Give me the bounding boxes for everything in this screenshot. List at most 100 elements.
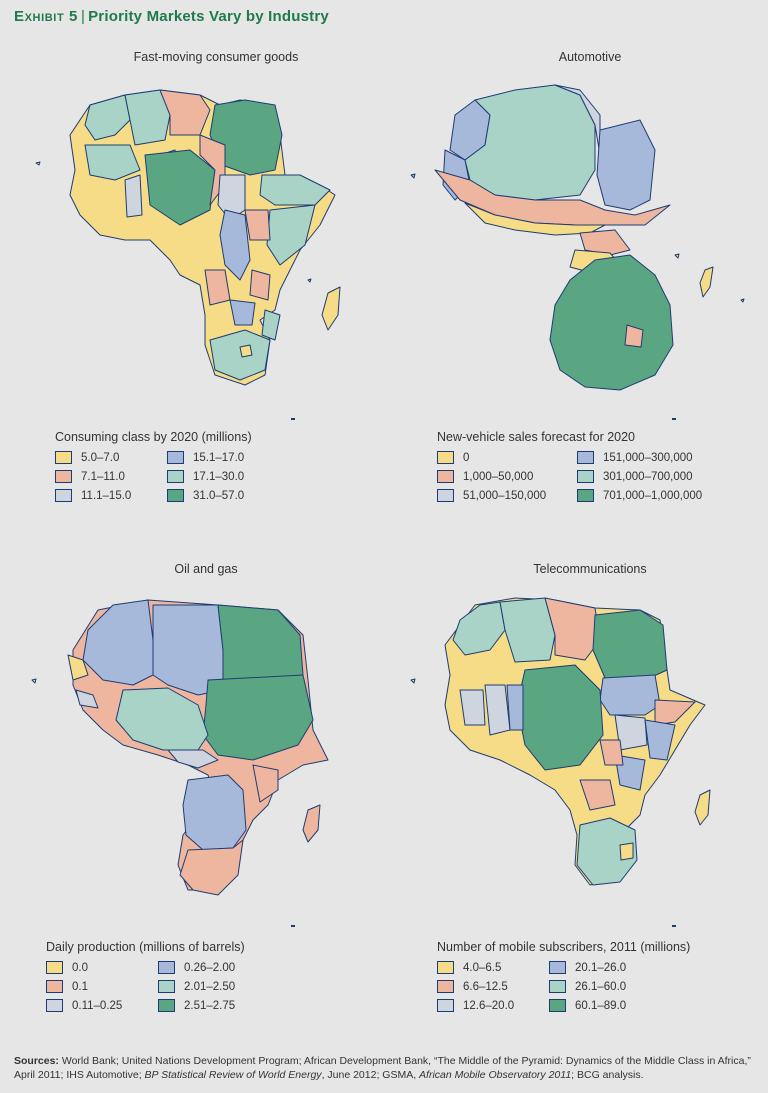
legend-item: 2.51–2.75	[158, 996, 298, 1015]
legend-fmcg: Consuming class by 2020 (millions) 5.0–7…	[55, 430, 307, 505]
legend-swatch	[549, 980, 566, 993]
legend-item: 1,000–50,000	[437, 467, 577, 486]
region-kenya	[266, 204, 316, 266]
region-uganda	[599, 739, 624, 766]
sources-label: Sources:	[14, 1055, 59, 1067]
region-east-small	[244, 209, 271, 241]
legend-label: 26.1–60.0	[575, 980, 627, 993]
region-west-1	[67, 654, 89, 681]
region-cape-verde	[410, 678, 416, 684]
legend-label: 701,000–1,000,000	[603, 489, 703, 502]
region-libya	[544, 597, 601, 661]
legend-swatch	[46, 961, 63, 974]
title-separator: |	[80, 8, 86, 25]
region-south-africa	[209, 329, 271, 381]
region-drc	[219, 209, 251, 281]
region-egypt	[592, 609, 668, 681]
region-central-gray	[167, 749, 219, 769]
region-morocco	[452, 601, 506, 656]
region-ethiopia	[654, 699, 696, 726]
region-west-2	[75, 689, 99, 709]
tick-mark	[291, 925, 295, 927]
legend-label: 2.01–2.50	[184, 980, 236, 993]
legend-label: 2.51–2.75	[184, 999, 236, 1012]
map-oil-gas	[28, 590, 358, 930]
region-wa-1	[124, 174, 143, 218]
legend-swatch	[158, 961, 175, 974]
legend-automotive: New-vehicle sales forecast for 2020 0 1,…	[437, 430, 717, 505]
legend-label: 4.0–6.5	[463, 961, 502, 974]
exhibit-title: Exhibit 5 | Priority Markets Vary by Indus…	[14, 8, 329, 25]
legend-item: 31.0–57.0	[167, 486, 307, 505]
legend-title-fmcg: Consuming class by 2020 (millions)	[55, 430, 252, 444]
legend-swatch	[55, 451, 72, 464]
map-fmcg-svg	[35, 89, 341, 386]
region-madagascar	[302, 804, 321, 843]
region-angola	[579, 779, 616, 811]
sources-text-2: , June 2012; GSMA,	[321, 1069, 420, 1081]
legend-swatch	[437, 980, 454, 993]
legend-swatch	[167, 470, 184, 483]
legend-label: 51,000–150,000	[463, 489, 547, 502]
panel-title-oil-gas: Oil and gas	[174, 562, 238, 576]
legend-swatch	[46, 980, 63, 993]
region-madagascar	[321, 286, 341, 331]
region-tanzania	[644, 719, 676, 761]
sources-italic-2: African Mobile Observatory 2011	[419, 1069, 572, 1081]
region-mauritius	[740, 298, 745, 303]
region-egypt	[596, 119, 656, 211]
panel-title-telecom: Telecommunications	[533, 562, 647, 576]
region-madagascar	[699, 266, 714, 298]
sources-italic-1: BP Statistical Review of World Energy	[144, 1069, 322, 1081]
legend-swatch	[46, 999, 63, 1012]
region-nigeria	[144, 149, 216, 226]
legend-swatch	[55, 470, 72, 483]
region-cape-verde	[410, 173, 416, 179]
legend-label: 301,000–700,000	[603, 470, 693, 483]
legend-title-oil-gas: Daily production (millions of barrels)	[46, 940, 245, 954]
legend-swatch	[437, 489, 454, 502]
legend-swatch	[437, 999, 454, 1012]
legend-swatch	[577, 489, 594, 502]
region-egypt	[217, 604, 304, 681]
legend-item: 301,000–700,000	[577, 467, 717, 486]
exhibit-label: Exhibit 5	[14, 8, 78, 25]
region-cape-verde	[31, 678, 37, 684]
legend-swatch	[167, 489, 184, 502]
legend-label: 5.0–7.0	[81, 451, 120, 464]
legend-item: 2.01–2.50	[158, 977, 298, 996]
sources-note: Sources: World Bank; United Nations Deve…	[14, 1054, 754, 1082]
map-telecom-svg	[410, 597, 711, 886]
map-automotive-svg	[410, 84, 745, 391]
legend-item: 0.26–2.00	[158, 958, 298, 977]
region-sudan	[202, 674, 314, 761]
region-madagascar	[694, 789, 711, 826]
legend-label: 12.6–20.0	[463, 999, 515, 1012]
region-mozambique	[261, 309, 281, 341]
legend-label: 20.1–26.0	[575, 961, 627, 974]
legend-item: 11.1–15.0	[55, 486, 167, 505]
legend-label: 15.1–17.0	[193, 451, 245, 464]
sources-text-3: ; BCG analysis.	[571, 1069, 644, 1081]
legend-label: 0.1	[72, 980, 88, 993]
legend-label: 0.26–2.00	[184, 961, 236, 974]
legend-oil-gas: Daily production (millions of barrels) 0…	[46, 940, 298, 1015]
region-zambia	[229, 299, 256, 326]
legend-item: 7.1–11.0	[55, 467, 167, 486]
region-central	[579, 229, 631, 256]
legend-item: 5.0–7.0	[55, 448, 167, 467]
legend-item: 17.1–30.0	[167, 467, 307, 486]
legend-label: 31.0–57.0	[193, 489, 245, 502]
map-oil-gas-svg	[31, 599, 329, 896]
region-sahel-yellow	[464, 202, 606, 236]
region-islands	[674, 253, 680, 259]
region-mali	[84, 144, 141, 181]
legend-telecom: Number of mobile subscribers, 2011 (mill…	[437, 940, 690, 1015]
sources-text-1: World Bank; United Nations Development P…	[14, 1055, 751, 1081]
legend-swatch	[577, 470, 594, 483]
legend-item: 0	[437, 448, 577, 467]
tick-mark	[672, 925, 676, 927]
legend-label: 11.1–15.0	[81, 489, 132, 502]
tick-mark	[672, 418, 676, 420]
panel-title-fmcg: Fast-moving consumer goods	[133, 50, 299, 64]
